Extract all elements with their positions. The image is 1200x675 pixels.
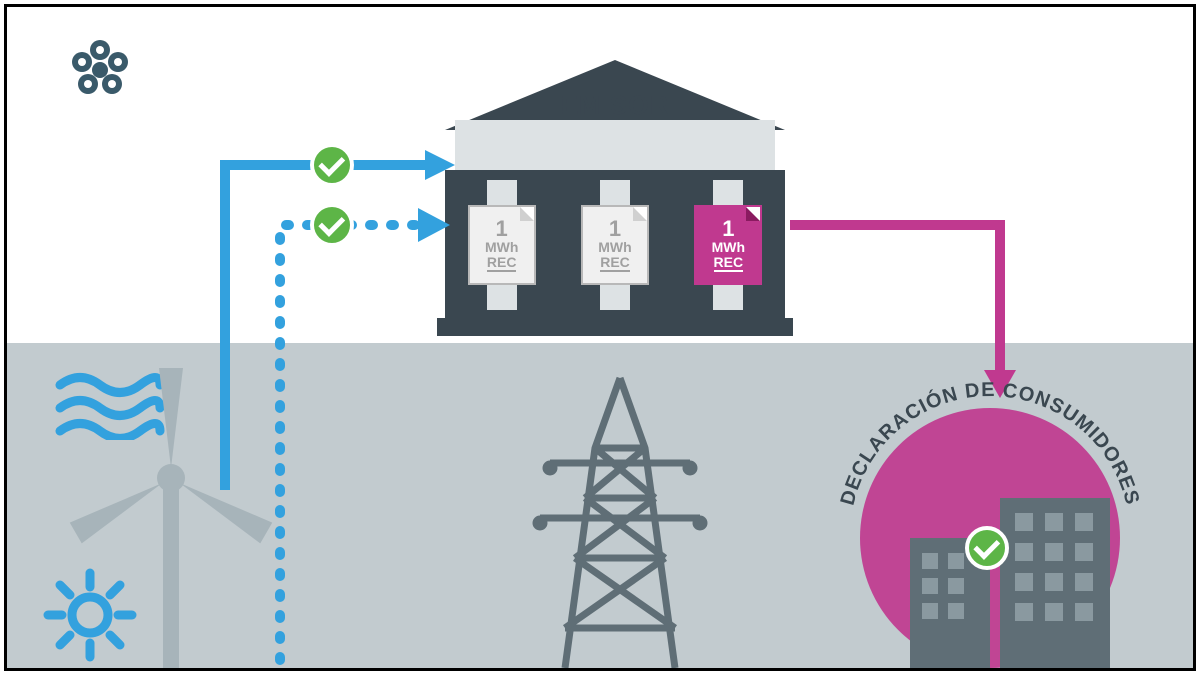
cert-value: 1 <box>496 218 508 240</box>
cert-unit: MWh <box>598 240 631 255</box>
city-buildings-icon <box>900 468 1130 668</box>
cert-tag: REC <box>487 255 517 272</box>
wind-turbine-icon <box>60 368 280 668</box>
emitter-label: EMISOR <box>445 90 785 121</box>
transmission-tower-icon <box>510 368 730 668</box>
cert-tag: REC <box>714 255 744 272</box>
checkmark-icon <box>965 526 1009 570</box>
cert-unit: MWh <box>485 240 518 255</box>
certificate-card-active: 1 MWh REC <box>694 205 762 285</box>
certificate-card: 1 MWh REC <box>581 205 649 285</box>
roof-label-bg <box>455 120 775 170</box>
certificates-row: 1 MWh REC 1 MWh REC 1 MWh REC <box>445 205 785 285</box>
cert-tag: REC <box>600 255 630 272</box>
cert-unit: MWh <box>712 240 745 255</box>
cert-value: 1 <box>609 218 621 240</box>
consumer-group: DECLARACIÓN DE CONSUMIDORES <box>830 348 1150 668</box>
certificate-card: 1 MWh REC <box>468 205 536 285</box>
cert-value: 1 <box>722 218 734 240</box>
